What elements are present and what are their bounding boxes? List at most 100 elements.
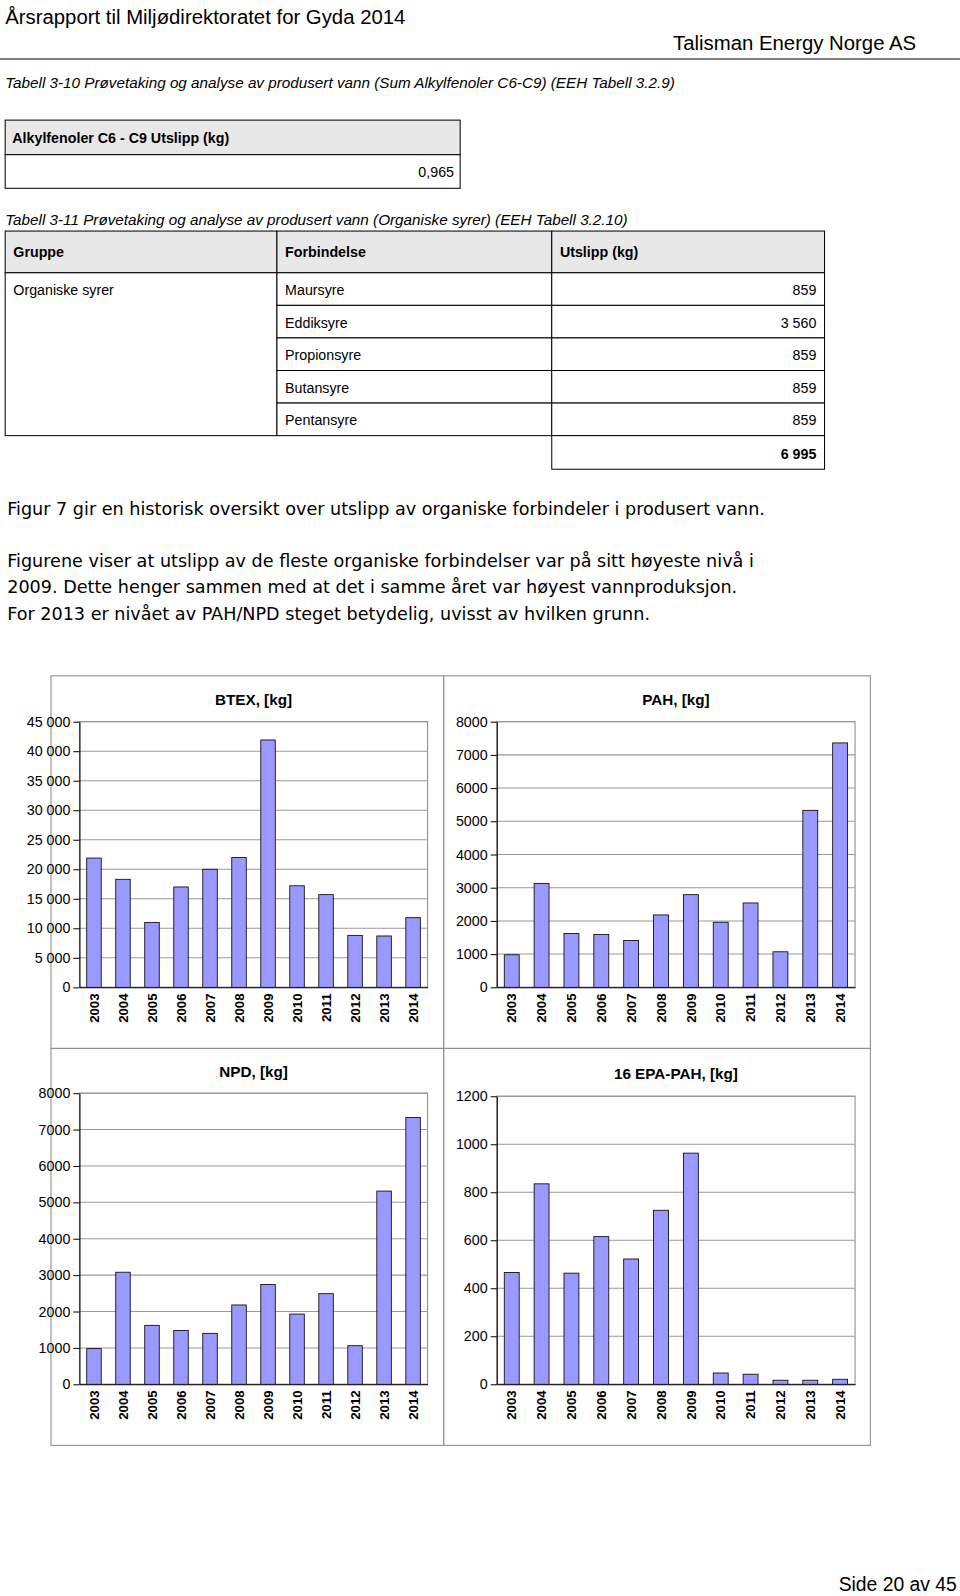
grid-line <box>79 1093 427 1094</box>
y-axis-line <box>497 722 498 988</box>
chart: 0100020003000400050006000700080002003200… <box>39 1048 444 1445</box>
bar <box>261 1285 276 1385</box>
y-tick: 1000 <box>456 1136 497 1152</box>
bar <box>773 1380 788 1384</box>
header-cell <box>552 231 825 273</box>
y-tick-mark <box>73 958 79 959</box>
y-tick: 7000 <box>456 747 497 763</box>
y-tick: 0 <box>62 1376 79 1392</box>
grid-line <box>79 987 427 988</box>
y-tick-mark <box>73 840 79 841</box>
x-tick: 2006 <box>594 1390 609 1419</box>
cell <box>277 403 552 436</box>
y-tick: 40 000 <box>27 743 80 759</box>
cell <box>277 305 552 338</box>
x-tick-label: 2008 <box>654 1390 669 1419</box>
y-tick: 20 000 <box>27 861 80 877</box>
bar <box>261 740 276 987</box>
bar <box>319 1294 334 1385</box>
y-tick-label: 2000 <box>456 913 488 929</box>
x-tick-label: 2008 <box>654 993 669 1022</box>
x-tick-label: 2003 <box>87 1390 102 1419</box>
x-tick: 2003 <box>504 1390 519 1419</box>
x-axis: 2003200420052006200720082009201020112012… <box>497 1385 855 1420</box>
header-cell <box>5 231 277 273</box>
grid-line <box>79 1165 427 1166</box>
y-tick-mark <box>491 888 497 889</box>
y-tick: 800 <box>464 1184 497 1200</box>
grid-line <box>79 721 427 722</box>
x-tick-label: 2003 <box>504 1390 519 1419</box>
y-tick: 10 000 <box>27 920 80 936</box>
chart-title: 16 EPA-PAH, [kg] <box>614 1065 738 1082</box>
bar <box>683 1153 698 1384</box>
y-tick: 0 <box>62 979 79 995</box>
bars <box>87 1118 421 1385</box>
x-tick: 2009 <box>261 1390 276 1419</box>
x-tick: 2013 <box>803 993 818 1022</box>
y-tick-label: 8000 <box>39 1085 71 1101</box>
x-tick-label: 2006 <box>174 993 189 1022</box>
x-tick-label: 2008 <box>232 993 247 1022</box>
grid-line <box>79 1311 427 1312</box>
cell-text: Pentansyre <box>285 412 357 428</box>
header-text: Gruppe <box>13 243 64 259</box>
x-tick-label: 2013 <box>377 993 392 1022</box>
chart: 05 00010 00015 00020 00025 00030 00035 0… <box>27 676 444 1049</box>
header-rule <box>0 59 960 60</box>
y-tick: 6000 <box>39 1158 80 1174</box>
bar <box>713 1373 728 1384</box>
y-tick-mark <box>491 821 497 822</box>
y-tick-label: 1000 <box>39 1340 71 1356</box>
bar <box>116 1272 131 1384</box>
x-tick: 2009 <box>683 993 698 1022</box>
x-tick: 2005 <box>145 993 160 1022</box>
y-tick-label: 2000 <box>39 1304 71 1320</box>
x-axis-line <box>80 1384 428 1385</box>
y-tick-mark <box>73 1312 79 1313</box>
y-tick-mark <box>73 1093 79 1094</box>
x-axis-line <box>80 987 428 988</box>
y-tick-label: 5000 <box>456 813 488 829</box>
x-tick-label: 2006 <box>594 993 609 1022</box>
grid-line <box>79 1275 427 1276</box>
x-tick-label: 2012 <box>773 993 788 1022</box>
bar <box>406 918 421 988</box>
y-tick: 200 <box>464 1328 497 1344</box>
y-tick-mark <box>73 899 79 900</box>
chart-frame <box>444 676 870 1049</box>
grid-line <box>497 1096 855 1097</box>
table: Tabell 3-11 Prøvetaking og analyse av pr… <box>5 211 824 469</box>
grid <box>79 722 427 988</box>
y-tick-label: 200 <box>464 1328 488 1344</box>
grid-line <box>497 754 855 755</box>
x-tick: 2011 <box>743 993 758 1022</box>
bars <box>504 743 847 987</box>
grid-line <box>79 1384 427 1385</box>
chart-title: PAH, [kg] <box>642 691 710 708</box>
cell <box>552 371 825 404</box>
bar <box>534 1184 549 1384</box>
bar <box>203 1333 218 1384</box>
x-tick: 2008 <box>654 1390 669 1419</box>
grid-line <box>497 821 855 822</box>
cell-text: Propionsyre <box>285 347 361 363</box>
y-tick: 35 000 <box>27 773 80 789</box>
x-tick-label: 2004 <box>116 1390 131 1420</box>
bar <box>232 857 247 987</box>
x-tick-label: 2006 <box>594 1390 609 1419</box>
x-tick: 2004 <box>534 1390 549 1420</box>
y-tick-label: 45 000 <box>27 714 71 730</box>
x-tick: 2004 <box>116 993 131 1023</box>
x-tick-label: 2014 <box>406 993 421 1023</box>
y-tick-label: 7000 <box>456 747 488 763</box>
x-tick-label: 2013 <box>377 1390 392 1419</box>
grid-line <box>79 957 427 958</box>
x-tick: 2010 <box>290 1390 305 1419</box>
y-tick-mark <box>73 1166 79 1167</box>
cell-text: 859 <box>793 282 817 298</box>
bar <box>504 955 519 988</box>
bar <box>290 1314 305 1384</box>
cell <box>552 403 825 436</box>
y-tick-label: 20 000 <box>27 861 71 877</box>
